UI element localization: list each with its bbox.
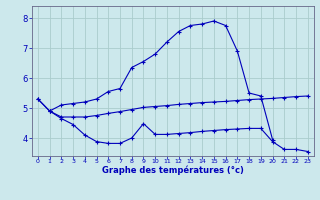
X-axis label: Graphe des températures (°c): Graphe des températures (°c) xyxy=(102,166,244,175)
